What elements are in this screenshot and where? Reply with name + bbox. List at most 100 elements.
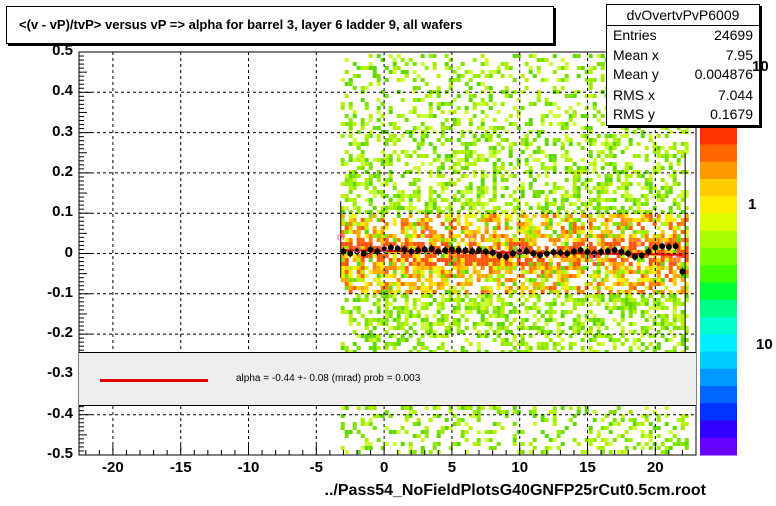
palette-cell [700,213,737,232]
stats-separator [607,25,759,26]
z-tick-label: 10 [752,58,769,75]
z-tick-label: 1 [748,196,757,213]
stats-key: Mean x [613,47,659,63]
profile-point [564,250,571,257]
profile-point [374,248,381,255]
profile-point [537,252,544,259]
fit-legend-box: alpha = -0.44 +- 0.08 (mrad) prob = 0.00… [79,352,696,406]
outlier-point [635,239,643,247]
palette-cell [700,317,737,335]
x-axis-label: ../Pass54_NoFieldPlotsG40GNFP25rCut0.5cm… [324,482,706,499]
profile-point [625,250,632,257]
stats-row-entries: Entries 24699 [613,27,753,45]
profile-point [482,248,489,255]
profile-point [652,244,659,251]
profile-point [408,248,415,255]
profile-point [347,250,354,257]
palette-cell [700,403,737,421]
chart-title: <(v - vP)/tvP> versus vP => alpha for ba… [19,17,463,32]
x-tick-label: 20 [646,459,664,476]
outlier-point [468,235,476,243]
profile-point [631,253,638,260]
profile-point [618,248,625,255]
palette-cell [700,265,737,283]
fit-legend-line [100,379,208,382]
outlier-point [353,245,361,253]
stats-row-rms-x: RMS x 7.044 [613,87,753,105]
profile-point [659,243,666,250]
x-tick-label: -10 [237,459,260,476]
profile-point [557,249,564,256]
stats-key: Mean y [613,66,659,82]
fit-legend-text: alpha = -0.44 +- 0.08 (mrad) prob = 0.00… [236,373,421,384]
stats-value: 7.95 [725,47,753,63]
profile-point [543,250,550,257]
stats-row-rms-y: RMS y 0.1679 [613,106,753,124]
x-tick-label: 0 [379,459,389,476]
palette-cell [700,368,737,387]
profile-point [476,247,483,254]
profile-point [360,250,367,257]
profile-point [367,246,374,253]
y-tick-label: -0.3 [47,364,73,382]
stats-value: 7.044 [717,87,753,103]
palette-cell [700,282,737,301]
palette-cell [700,299,737,318]
profile-point [401,246,408,253]
palette-cell [700,127,737,145]
profile-point [645,248,652,255]
profile-point [469,248,476,255]
y-tick-label: -0.2 [47,324,73,342]
profile-point [679,268,686,275]
grid-lines [79,52,696,455]
outlier-point [590,254,598,262]
profile-point [503,253,510,260]
profile-point [550,249,557,256]
y-tick-label: 0 [64,243,73,261]
y-tick-label: -0.5 [47,445,73,462]
outlier-point [337,233,345,241]
stats-row-mean-y: Mean y 0.004876 [613,66,753,84]
x-tick-label: -5 [309,459,323,476]
y-tick-label: 0.3 [52,122,73,140]
palette-cell [700,248,737,266]
x-tick-label: 10 [511,459,529,476]
profile-point [415,247,422,254]
y-tick-label: 0.2 [52,162,73,180]
palette-cell [700,144,737,163]
profile-point [394,245,401,252]
stats-name: dvOvertvPvP6009 [626,7,740,23]
stats-row-mean-x: Mean x 7.95 [613,47,753,65]
profile-point [604,248,611,255]
outlier-point [424,229,432,237]
profile-point [672,243,679,250]
x-tick-label: 5 [447,459,457,476]
profile-point [665,244,672,251]
y-tick-label: -0.1 [47,283,73,301]
stats-value: 24699 [714,27,753,43]
stats-box: dvOvertvPvP6009 Entries 24699 Mean x 7.9… [606,4,760,126]
profile-points [337,152,686,355]
outlier-point [380,245,388,253]
profile-point [570,248,577,255]
palette-cell [700,351,737,370]
profile-point [523,248,530,255]
palette-cell [700,386,737,404]
stats-key: RMS x [613,87,655,103]
x-tick-label: -20 [102,459,124,476]
profile-point [442,247,449,254]
z-tick-label: 10 [756,336,773,353]
profile-point [611,247,618,254]
palette-cell [700,230,737,249]
color-palette [700,110,737,456]
profile-point [387,244,394,251]
palette-cell [700,179,737,197]
stats-key: Entries [613,27,657,43]
profile-point [421,246,428,253]
profile-point [428,245,435,252]
x-tick-label: -15 [169,459,192,476]
profile-point [638,252,645,259]
profile-point [577,247,584,254]
palette-cell [700,161,737,180]
profile-point [340,248,347,255]
